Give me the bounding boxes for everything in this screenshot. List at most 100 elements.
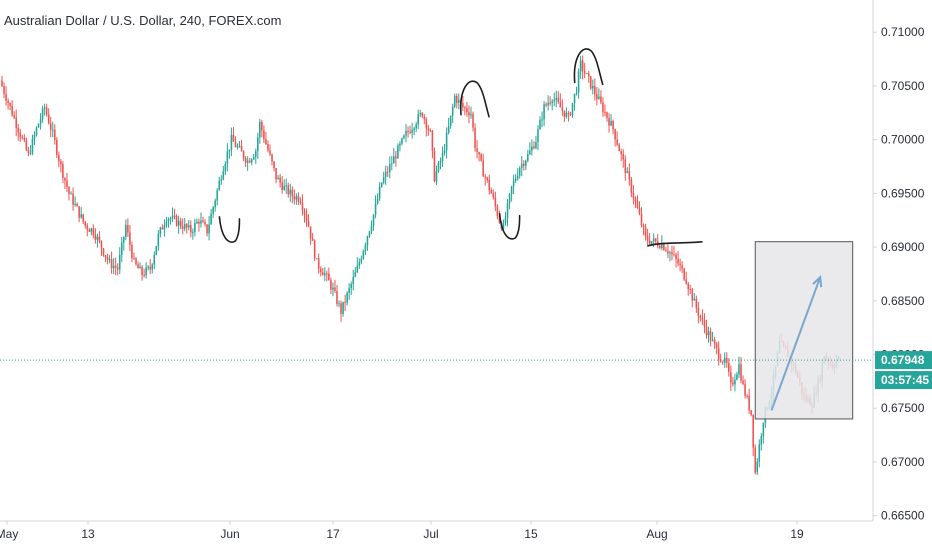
candle-body (494, 197, 497, 207)
candle-body (242, 151, 245, 159)
candle-body (439, 161, 442, 163)
candle-body (127, 225, 129, 233)
candle-body (728, 362, 730, 372)
candle-body (401, 138, 403, 144)
candle-body (31, 138, 34, 154)
candle-body (575, 92, 578, 94)
candle-body (338, 303, 340, 305)
candle-body (100, 240, 103, 249)
candle-body (518, 167, 521, 176)
candle-body (646, 235, 649, 241)
candle-body (492, 193, 495, 198)
candle-body (561, 107, 564, 111)
candle-body (283, 186, 286, 190)
candle-body (267, 144, 269, 151)
candle-body (386, 171, 389, 173)
candle-body (415, 124, 417, 129)
candle-body (555, 97, 558, 100)
candle-body (480, 154, 482, 161)
y-tick-label: 0.71000 (881, 25, 925, 39)
candle-body (443, 150, 446, 154)
x-tick-label: 15 (524, 527, 538, 541)
candle-body (196, 221, 198, 224)
candle-body (263, 130, 265, 140)
candle-body (506, 203, 509, 219)
forecast-box (754, 241, 854, 420)
candle-body (693, 298, 696, 301)
candle-body (37, 124, 40, 128)
candle-body (723, 357, 726, 363)
candle-body (92, 228, 95, 235)
candle-body (265, 139, 267, 145)
candle-body (557, 97, 560, 102)
candle-body (271, 154, 273, 162)
candle-body (622, 154, 625, 160)
candle-body (644, 227, 647, 236)
candle-body (275, 168, 277, 180)
candle-body (305, 214, 308, 222)
candle-body (376, 198, 379, 204)
candle-body (610, 120, 612, 126)
candle-body (214, 200, 216, 208)
candle-body (391, 163, 393, 165)
candle-body (60, 161, 62, 165)
candle-body (596, 94, 598, 99)
candle-body (342, 301, 344, 314)
candle-body (319, 268, 322, 273)
candle-body (498, 216, 501, 223)
y-tick-label: 0.70500 (881, 79, 925, 93)
candle-body (598, 96, 600, 99)
candle-body (559, 101, 562, 108)
candle-body (202, 220, 204, 223)
candle-body (159, 227, 162, 234)
candle-body (206, 224, 208, 234)
candle-body (652, 238, 655, 242)
candle-body (658, 245, 661, 248)
candle-body (661, 243, 663, 248)
candle-body (748, 396, 750, 411)
candle-body (344, 301, 346, 303)
candle-body (669, 252, 671, 254)
candle-body (303, 210, 306, 215)
candle-body (433, 151, 436, 182)
candle-body (437, 162, 440, 172)
candle-body (466, 108, 468, 113)
candle-body (58, 154, 60, 162)
candle-body (762, 422, 765, 437)
y-tick-label: 0.69000 (881, 240, 925, 254)
candle-body (512, 180, 515, 187)
candle-body (230, 134, 233, 150)
candle-body (604, 112, 606, 114)
candle-body (730, 371, 732, 383)
candle-body (173, 215, 176, 217)
candle-body (163, 225, 166, 230)
candle-body (175, 215, 178, 226)
candle-body (429, 130, 432, 132)
candle-body (478, 152, 480, 155)
candle-body (354, 272, 357, 277)
x-tick-label: Jul (423, 527, 438, 541)
candle-body (135, 258, 137, 265)
candle-body (407, 130, 409, 132)
candle-body (409, 131, 411, 133)
candle-body (98, 236, 101, 241)
candle-body (82, 214, 85, 222)
candle-body (192, 231, 194, 233)
candle-body (691, 289, 694, 301)
candle-body (299, 201, 302, 203)
candle-body (183, 224, 186, 229)
candle-body (756, 461, 759, 473)
candle-body (311, 238, 314, 241)
annotations-group (218, 48, 703, 247)
candle-body (39, 119, 42, 125)
candle-body (309, 226, 312, 239)
candle-body (13, 115, 15, 118)
candle-body (709, 331, 712, 341)
candle-body (520, 163, 523, 168)
candle-body (502, 223, 505, 229)
candle-body (5, 93, 7, 101)
candle-body (368, 231, 371, 237)
candle-body (244, 158, 247, 163)
candle-body (547, 102, 549, 106)
candle-body (372, 214, 375, 226)
